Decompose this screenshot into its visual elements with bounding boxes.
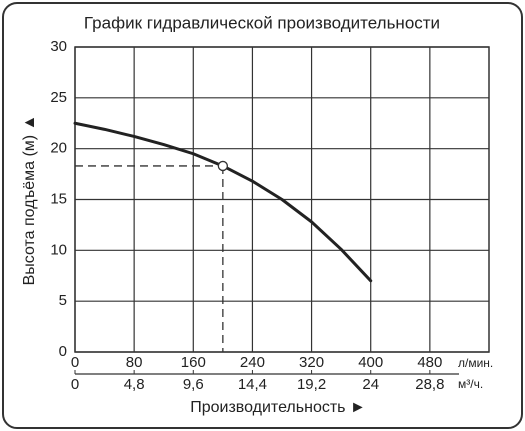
- x2-unit: м³/ч.: [458, 377, 483, 391]
- y-tick-label: 10: [50, 241, 67, 258]
- x2-tick-label: 14,4: [238, 376, 267, 393]
- y-tick-label: 15: [50, 190, 67, 207]
- x-tick-label: 400: [358, 354, 383, 371]
- x2-tick-label: 4,8: [124, 376, 145, 393]
- y-tick-label: 0: [59, 343, 67, 360]
- y-tick-label: 20: [50, 140, 67, 157]
- x-tick-label: 320: [299, 354, 324, 371]
- y-tick-label: 5: [59, 292, 67, 309]
- y-axis-label: Высота подъёма (м) ▲: [21, 115, 38, 286]
- chart-title: График гидравлической производительности: [84, 13, 440, 32]
- y-tick-label: 25: [50, 89, 67, 106]
- x2-tick-label: 9,6: [183, 376, 204, 393]
- x-axis-label: Производительность ►: [190, 399, 366, 416]
- x2-tick-label: 28,8: [415, 376, 444, 393]
- x-tick-label: 80: [126, 354, 143, 371]
- x-unit: л/мин.: [458, 356, 493, 370]
- operating-point: [217, 160, 229, 172]
- x-tick-label: 240: [240, 354, 265, 371]
- x2-tick-label: 19,2: [297, 376, 326, 393]
- x-tick-label: 480: [417, 354, 442, 371]
- x2-tick-label: 0: [71, 376, 79, 393]
- x-tick-label: 0: [71, 354, 79, 371]
- x2-tick-label: 24: [362, 376, 379, 393]
- y-tick-label: 30: [50, 38, 67, 55]
- x-tick-label: 160: [181, 354, 206, 371]
